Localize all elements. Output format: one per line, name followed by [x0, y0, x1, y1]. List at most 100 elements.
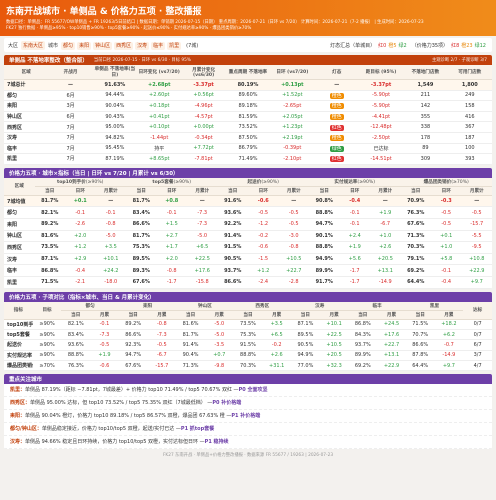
cell-text: 橙色	[329, 92, 344, 99]
section-bar: 重点关注城市	[4, 374, 492, 385]
cell: 西秀区	[4, 121, 49, 133]
cell-text: top5套餐	[7, 332, 30, 339]
cell: -0.5	[431, 218, 462, 231]
city[interactable]: 钟山区	[93, 41, 113, 50]
cell-text: —	[199, 198, 205, 205]
cell: -2.1	[65, 276, 96, 289]
cell-text: 91.5%	[240, 341, 256, 348]
cell: 82.1%	[61, 319, 91, 330]
cell-text: 3月	[66, 103, 75, 110]
cell: -5.0	[187, 230, 218, 243]
cell-text: +0.8	[165, 198, 179, 205]
group-target: (≥70%)	[451, 179, 469, 185]
sub-header: 当日	[348, 310, 378, 320]
cell: 94.7%	[309, 218, 340, 231]
cell-text: 367	[465, 124, 475, 131]
cell: -0.6	[248, 195, 279, 208]
cell: 89.2%	[34, 218, 65, 231]
cell: -0.6	[90, 360, 119, 372]
cell-text: 汉寿	[7, 256, 18, 263]
cell-text: 持平	[154, 145, 165, 152]
city-header: 汉寿	[291, 301, 349, 311]
section: 单侧品 不落地率整改（整合版） 当前口径 2026-07-15 · 日环 vs 6…	[4, 55, 492, 165]
row: top5套餐 ≥90% 83.4% -7.3 86.6% -7.3 81.7% -5.0 75.…	[4, 329, 492, 341]
cell-text: 94.7%	[315, 221, 333, 228]
cell-text: 86.8%	[41, 267, 59, 274]
cell-text: +9.7	[470, 279, 483, 286]
cell: -5.0	[204, 329, 234, 341]
sub-header: 月累	[319, 310, 349, 320]
cell: -4.96pt	[181, 100, 226, 112]
cell-text: +2.6	[270, 352, 283, 359]
thead: 区域 开战月 单侧品 不落地率(当日) 日环变化 (vs7/20) 月累计变化 (vs6…	[4, 65, 492, 80]
column-header: 重点周期 不落地率	[225, 65, 271, 80]
sub-header: 月累	[262, 310, 292, 320]
column-header: 区域	[4, 177, 35, 196]
cell-text: 86.79%	[238, 145, 258, 152]
cell: +24.5	[377, 319, 406, 330]
city-header: 临丰	[348, 301, 406, 311]
city[interactable]: 耒阳	[77, 41, 92, 50]
region[interactable]: 东南大区	[21, 40, 46, 50]
cell: +17.6	[377, 329, 406, 341]
cell-text: +0.1	[73, 198, 87, 205]
cell: +24.2	[95, 264, 126, 277]
cell-text: 338	[420, 124, 431, 131]
cell-text: +13.1	[383, 352, 400, 359]
cell: +20.5	[319, 350, 349, 362]
cell: 89.18%	[225, 100, 271, 112]
note: 主观诊断 2/7 · 子观诊断 3/7	[431, 58, 487, 63]
cell: +0.1	[65, 195, 96, 208]
cell-text: 309	[420, 155, 431, 162]
cell: +1.7	[156, 241, 187, 254]
cell: 80.19%	[225, 79, 271, 91]
cell-text: +1.9	[379, 209, 392, 216]
cell: 94.7%	[118, 350, 148, 362]
cell: +1.0	[370, 230, 401, 243]
cell: 起送价	[4, 339, 33, 351]
cell: -2.10pt	[270, 153, 315, 165]
cell: +1.0	[431, 241, 462, 254]
cell-text: 90.43%	[105, 113, 125, 120]
cell: +22.7	[377, 339, 406, 351]
cell: 91.6%	[217, 195, 248, 208]
city[interactable]: 都匀	[61, 41, 76, 50]
cell-text: 86.8%	[354, 321, 371, 328]
row: 起送价 ≥90% 93.6% -0.5 92.3% -0.5 91.4% -3.5 91.5% -…	[4, 339, 492, 351]
cell-text: +1.5	[165, 221, 178, 228]
label: 大区	[8, 42, 19, 49]
city-header: 耒阳	[118, 301, 177, 311]
cell: -0.5	[147, 339, 177, 351]
cell: +10.5	[319, 339, 349, 351]
cell-text: +1.23pt	[282, 124, 303, 131]
cell: 89.3%	[126, 264, 157, 277]
cell: 89.5%	[126, 253, 157, 266]
cell-text: +3.5	[104, 244, 117, 251]
row: 钟山区 6月 90.43% +0.41pt -4.57pt 81.59% +2.05pt 橙色…	[4, 111, 492, 123]
cell: 钟山区	[4, 230, 35, 243]
cell: -14.9	[370, 276, 401, 289]
cell-text: -2.8	[288, 279, 299, 286]
cell-text: 86.6%	[224, 279, 242, 286]
row: 凯里 7月 87.19% +8.65pt -7.81pt 71.49% -2.10pt 红色 -…	[4, 153, 492, 165]
city[interactable]: 西秀区	[114, 41, 134, 50]
cell: 88.8%	[233, 350, 263, 362]
cell-text: -5.5	[471, 232, 482, 239]
cell-text: 起送价	[7, 342, 23, 349]
cell: 81.7%	[176, 329, 205, 341]
cell: ≥90%	[32, 339, 62, 351]
cell-text: -1.2	[258, 221, 269, 228]
cell: 73.5%	[34, 241, 65, 254]
sub-header: 月累计	[95, 186, 126, 196]
cell: -7.3	[90, 329, 119, 341]
cell: 393	[447, 153, 492, 165]
city[interactable]: 汉寿	[135, 41, 150, 50]
city[interactable]: 凯里	[167, 41, 182, 50]
cell: 75.3%	[233, 329, 263, 341]
row: 都匀 6月 94.44% +2.60pt +0.56pt 89.60% +1.52pt 橙色 -…	[4, 90, 492, 102]
city[interactable]: 临丰	[151, 41, 166, 50]
text: 单侧品 94.66% 稳定且日环持续，价格力 top10/top5 双橙，实付达…	[25, 439, 205, 446]
cell-text: +10.5	[326, 341, 342, 348]
cell: -0.8	[147, 319, 177, 330]
group-name: top5套餐	[152, 179, 174, 185]
